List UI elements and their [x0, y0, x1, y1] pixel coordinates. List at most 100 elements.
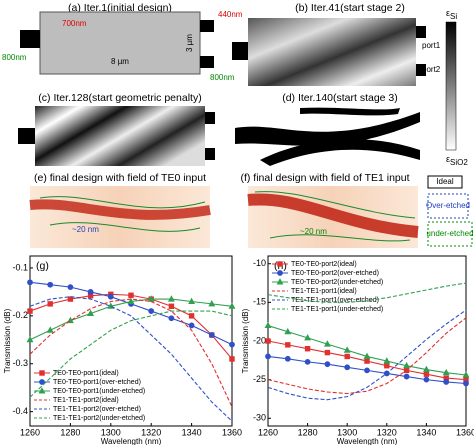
marker: [264, 321, 272, 329]
y-tick-label: -0.3: [12, 358, 28, 368]
marker: [304, 358, 311, 365]
marker: [228, 302, 236, 309]
marker: [46, 326, 54, 333]
marker: [423, 376, 430, 383]
design-pattern: [300, 107, 400, 116]
y-tick-label: -15: [253, 297, 266, 307]
legend-label: TE0-TE0-port2(under-etched): [291, 279, 383, 286]
panel-title: (f) final design with field of TE1 input: [240, 172, 409, 184]
marker: [167, 295, 175, 302]
series-line: [267, 282, 467, 303]
legend-label: TE1-TE1-port2(ideal): [53, 397, 119, 404]
legend-label: TE1-TE1-port2(over-etched): [53, 406, 141, 413]
legend-box: [427, 221, 473, 247]
legend-label: TE1-TE1-port2(under-etched): [53, 415, 145, 422]
marker: [168, 315, 175, 322]
x-tick-label: 1280: [60, 427, 80, 437]
contour: [39, 196, 206, 232]
series-line: [29, 281, 233, 346]
marker: [284, 355, 291, 362]
marker: [265, 353, 271, 360]
marker: [424, 287, 429, 292]
marker: [26, 335, 34, 343]
x-tick-label: 1280: [298, 427, 318, 437]
legend-label: under-etched: [426, 229, 473, 238]
marker: [403, 373, 410, 380]
legend-box: [427, 175, 463, 189]
design-pattern: [248, 18, 416, 86]
x-tick-label: 1360: [222, 427, 242, 437]
legend-label: TE0-TE0-port2(over-etched): [291, 270, 379, 277]
field-map: [29, 199, 211, 220]
x-tick-label: 1320: [377, 427, 397, 437]
marker: [344, 353, 350, 360]
legend-label: TE0-TE0-port2(ideal): [291, 261, 357, 268]
panel-title: (d) Iter.140(start stage 3): [282, 92, 398, 104]
design-pattern: [35, 106, 205, 166]
design-region: [39, 11, 201, 75]
marker: [229, 341, 235, 348]
marker: [128, 292, 134, 298]
panel-label: (g): [36, 260, 49, 272]
marker: [344, 364, 351, 371]
marker: [363, 352, 371, 359]
waveguide: [200, 56, 214, 68]
marker: [463, 380, 469, 387]
panel-title: (e) final design with field of TE0 input: [34, 172, 206, 184]
x-tick-label: 1260: [258, 427, 278, 437]
marker: [107, 293, 114, 300]
x-axis-label: Wavelength (nm): [337, 437, 398, 445]
marker: [188, 297, 196, 304]
marker: [47, 281, 54, 288]
marker: [304, 334, 312, 341]
x-tick-label: 1260: [20, 427, 40, 437]
marker: [208, 332, 215, 338]
x-tick-label: 1340: [182, 427, 202, 437]
marker: [148, 308, 155, 314]
x-tick-label: 1300: [337, 427, 357, 437]
legend-label: TE1-TE1-port1(under-etched): [291, 306, 383, 313]
x-tick-label: 1340: [416, 427, 436, 437]
marker: [127, 297, 135, 304]
y-tick-label: -25: [253, 374, 266, 384]
dimension: 800nm: [210, 73, 235, 82]
contour: [254, 191, 416, 242]
series-line: [267, 317, 467, 395]
marker: [324, 361, 331, 368]
legend-marker: [38, 387, 46, 394]
marker: [383, 357, 391, 364]
x-axis-label: Wavelength (nm): [101, 437, 162, 445]
dimension: 440nm: [218, 10, 243, 19]
marker: [284, 327, 292, 335]
marker: [47, 301, 53, 307]
series-line: [29, 298, 233, 408]
dimension: 3 µm: [185, 34, 194, 52]
legend-marker: [39, 370, 45, 376]
marker: [443, 379, 450, 385]
waveguide: [205, 148, 215, 160]
marker: [188, 322, 195, 329]
dimension: 700nm: [62, 19, 87, 28]
design-pattern: [260, 139, 420, 166]
marker: [423, 371, 430, 377]
y-tick-label: -20: [253, 335, 266, 345]
marker: [229, 356, 235, 362]
panel-title: (a) Iter.1(initial design): [68, 2, 172, 14]
annotation: ~20 nm: [72, 225, 99, 234]
y-tick-label: -0.4: [12, 406, 28, 416]
panel-title: (b) Iter.41(start stage 2): [295, 2, 405, 14]
marker: [403, 361, 411, 369]
dimension: 8 µm: [111, 57, 129, 66]
legend-label: TE0-TE0-port1(under-etched): [53, 388, 145, 395]
design-pattern: [235, 112, 420, 146]
marker: [87, 289, 94, 295]
marker: [324, 349, 331, 356]
legend-marker: [39, 379, 45, 385]
y-axis-label: Transmission (dB): [241, 308, 250, 373]
marker: [208, 300, 216, 307]
x-tick-label: 1320: [141, 427, 161, 437]
x-tick-label: 1360: [456, 427, 474, 437]
marker: [364, 358, 370, 364]
port-label: port2: [422, 65, 441, 74]
